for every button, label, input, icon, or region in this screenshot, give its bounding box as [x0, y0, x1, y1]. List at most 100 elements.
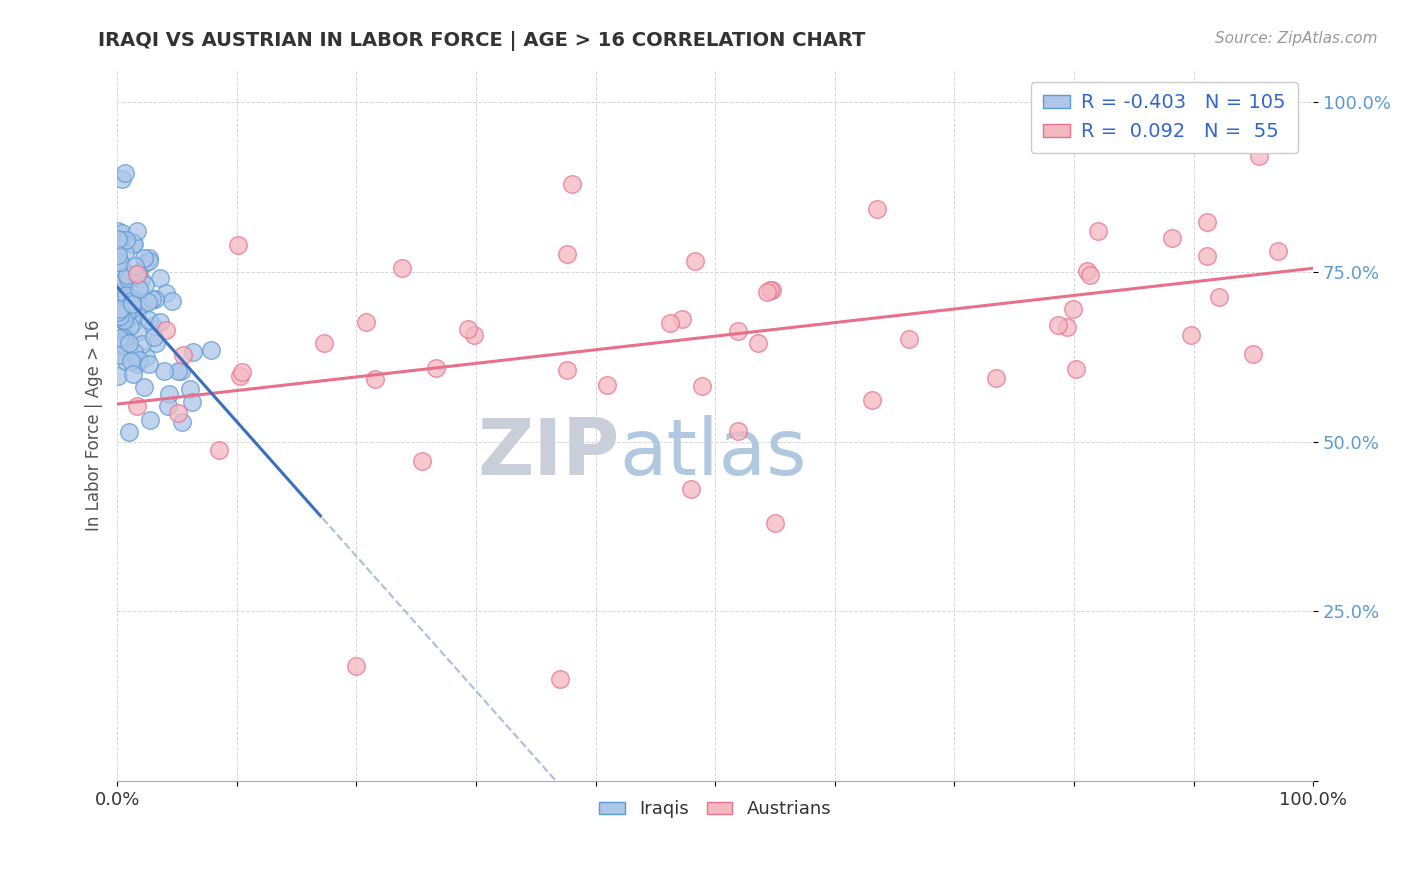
Point — [166, 406, 188, 420]
Legend: Iraqis, Austrians: Iraqis, Austrians — [592, 793, 838, 825]
Point — [692, 379, 714, 393]
Point — [898, 332, 921, 346]
Point — [110, 309, 132, 323]
Point — [107, 253, 129, 268]
Point — [110, 301, 132, 316]
Point — [1180, 327, 1202, 342]
Point — [138, 254, 160, 268]
Point — [121, 294, 143, 309]
Point — [181, 344, 204, 359]
Point — [685, 253, 707, 268]
Point — [107, 247, 129, 261]
Point — [114, 166, 136, 180]
Point — [110, 304, 132, 318]
Point — [108, 233, 131, 247]
Point — [138, 312, 160, 326]
Point — [112, 331, 135, 345]
Point — [761, 284, 783, 298]
Point — [110, 305, 132, 319]
Point — [1160, 231, 1182, 245]
Point — [555, 363, 578, 377]
Point — [747, 336, 769, 351]
Point — [463, 328, 485, 343]
Point — [153, 364, 176, 378]
Point — [149, 270, 172, 285]
Point — [114, 354, 136, 368]
Point — [122, 368, 145, 382]
Point — [110, 310, 132, 324]
Point — [160, 293, 183, 308]
Point — [111, 337, 134, 351]
Point — [1195, 214, 1218, 228]
Y-axis label: In Labor Force | Age > 16: In Labor Force | Age > 16 — [86, 319, 103, 531]
Point — [155, 286, 177, 301]
Point — [125, 267, 148, 281]
Point — [121, 235, 143, 250]
Point — [561, 177, 583, 191]
Point — [1208, 290, 1230, 304]
Point — [860, 393, 883, 408]
Point — [1062, 301, 1084, 316]
Point — [114, 274, 136, 288]
Point — [181, 394, 204, 409]
Point — [114, 273, 136, 287]
Point — [312, 335, 335, 350]
Point — [132, 380, 155, 394]
Point — [125, 306, 148, 320]
Point — [681, 482, 703, 496]
Point — [114, 334, 136, 348]
Point — [671, 312, 693, 326]
Point — [344, 658, 367, 673]
Point — [114, 233, 136, 247]
Point — [157, 399, 180, 413]
Point — [118, 319, 141, 334]
Point — [107, 285, 129, 300]
Point — [134, 256, 156, 270]
Point — [132, 296, 155, 310]
Point — [125, 399, 148, 413]
Point — [110, 312, 132, 326]
Point — [1078, 268, 1101, 282]
Point — [117, 272, 139, 286]
Point — [1056, 320, 1078, 334]
Point — [134, 277, 156, 292]
Point — [139, 413, 162, 427]
Point — [659, 317, 682, 331]
Point — [124, 259, 146, 273]
Point — [131, 337, 153, 351]
Point — [122, 345, 145, 359]
Point — [108, 302, 131, 317]
Point — [114, 278, 136, 293]
Point — [107, 232, 129, 246]
Point — [111, 172, 134, 186]
Point — [208, 442, 231, 457]
Point — [115, 288, 138, 302]
Point — [1241, 346, 1264, 360]
Point — [1076, 263, 1098, 277]
Point — [107, 348, 129, 362]
Point — [108, 241, 131, 255]
Point — [143, 292, 166, 306]
Point — [111, 261, 134, 276]
Point — [127, 267, 149, 281]
Point — [157, 387, 180, 401]
Text: atlas: atlas — [620, 416, 807, 491]
Point — [155, 323, 177, 337]
Point — [596, 378, 619, 392]
Point — [763, 516, 786, 530]
Text: Source: ZipAtlas.com: Source: ZipAtlas.com — [1215, 31, 1378, 46]
Point — [111, 310, 134, 325]
Point — [555, 247, 578, 261]
Point — [141, 292, 163, 306]
Point — [1087, 224, 1109, 238]
Point — [136, 294, 159, 309]
Point — [108, 275, 131, 289]
Point — [121, 297, 143, 311]
Point — [120, 290, 142, 304]
Point — [411, 454, 433, 468]
Point — [128, 282, 150, 296]
Point — [122, 316, 145, 330]
Point — [727, 324, 749, 338]
Point — [231, 365, 253, 379]
Point — [200, 343, 222, 358]
